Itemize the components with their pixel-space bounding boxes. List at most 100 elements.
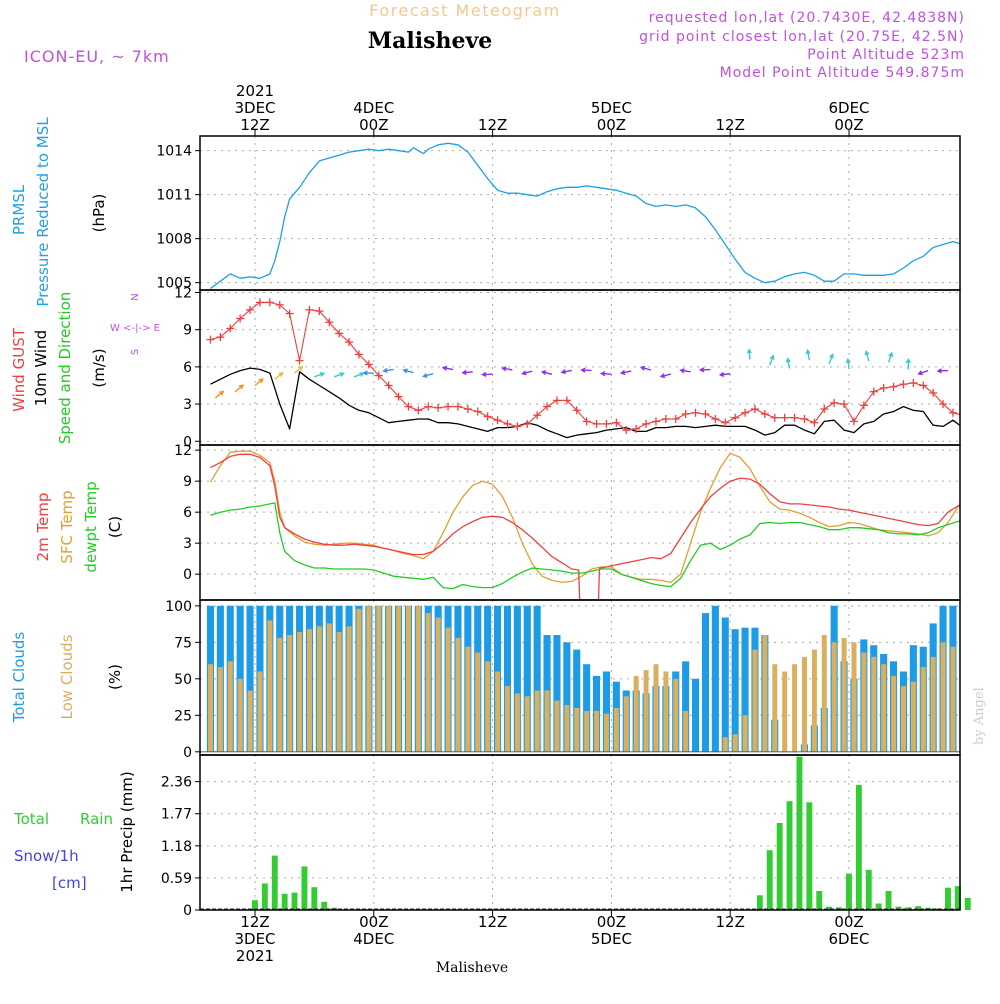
low-cloud-bar [644, 670, 649, 752]
dewpoint-line [210, 503, 977, 589]
y-tick-label: 25 [174, 708, 192, 724]
precip-snow-unit: [cm] [52, 874, 87, 892]
time-label-top: 6DEC [828, 99, 869, 117]
precip-bar [846, 874, 852, 910]
low-cloud-bar [634, 676, 639, 752]
precip-bar [797, 757, 803, 910]
low-cloud-bar [584, 711, 589, 752]
temp-unit: (C) [106, 516, 124, 538]
y-tick-label: 1011 [156, 188, 192, 204]
time-label-bottom: 12Z [478, 913, 507, 931]
compass-west-east: W <-|-> E [110, 323, 160, 334]
panel-frame-wind [200, 290, 960, 445]
y-tick-label: 1.18 [161, 839, 192, 855]
low-cloud-bar [465, 647, 470, 752]
low-cloud-bar [654, 664, 659, 752]
temp-2m-label: 2m Temp [34, 493, 52, 562]
pressure-unit: (hPa) [90, 194, 108, 233]
time-label-top: 3DEC [234, 99, 275, 117]
y-tick-label: 75 [174, 635, 192, 651]
low-cloud-bar [891, 676, 896, 752]
low-cloud-bar [376, 606, 381, 752]
low-cloud-bar [218, 667, 223, 752]
time-label-top: 12Z [716, 116, 745, 134]
time-label-top: 00Z [834, 116, 863, 134]
low-cloud-bar [505, 686, 510, 752]
y-tick-label: 50 [174, 672, 192, 688]
low-cloud-bar [832, 642, 837, 752]
low-cloud-bar [297, 632, 302, 752]
precip-bar [302, 867, 308, 911]
low-cloud-bar [931, 657, 936, 752]
low-cloud-bar [683, 711, 688, 752]
y-tick-label: 0 [183, 567, 192, 583]
wind-unit: (m/s) [90, 348, 108, 387]
y-tick-label: 100 [165, 599, 192, 615]
low-cloud-bar [267, 620, 272, 751]
y-tick-label: 1014 [156, 144, 192, 160]
precip-bar [262, 883, 268, 910]
low-cloud-bar [723, 737, 728, 752]
low-cloud-bar [347, 626, 352, 752]
low-cloud-bar [545, 691, 550, 752]
precip-bar [272, 856, 278, 910]
y-tick-label: 0 [183, 745, 192, 761]
total-cloud-bar [712, 606, 719, 752]
low-cloud-bar [812, 650, 817, 752]
low-cloud-bar [733, 734, 738, 752]
time-label-bottom: 00Z [597, 913, 626, 931]
gridpoint-coords: grid point closest lon,lat (20.75E, 42.5… [639, 29, 965, 45]
time-label-bottom: 6DEC [828, 930, 869, 948]
low-cloud-bar [337, 632, 342, 752]
precip-bar [866, 870, 872, 910]
pressure-label-msl: Pressure Reduced to MSL [34, 117, 52, 307]
low-cloud-bar [663, 672, 668, 752]
time-label-top: 2021 [236, 82, 274, 100]
wind-10m-label: 10m Wind [32, 330, 50, 406]
precip-bar [757, 895, 763, 910]
credit: by Angel [972, 687, 987, 745]
low-cloud-bar [416, 606, 421, 752]
y-tick-label: 6 [183, 505, 192, 521]
precip-bar [806, 802, 812, 910]
y-tick-label: 9 [183, 323, 192, 339]
low-cloud-bar [396, 606, 401, 752]
time-label-bottom: 12Z [240, 913, 269, 931]
point-altitude: Point Altitude 523m [807, 47, 965, 63]
low-cloud-bar [366, 606, 371, 752]
time-label-top: 00Z [597, 116, 626, 134]
y-tick-label: 1.77 [161, 807, 192, 823]
low-cloud-bar [772, 664, 777, 752]
y-tick-label: 12 [174, 443, 192, 459]
low-cloud-bar [951, 647, 956, 752]
low-cloud-bar [604, 714, 609, 752]
low-cloud-bar [574, 708, 579, 752]
footer-location: Malisheve [436, 960, 508, 976]
total-clouds-label: Total Clouds [10, 632, 28, 724]
time-label-top: 00Z [359, 116, 388, 134]
low-cloud-bar [782, 672, 787, 752]
precip-axis-label: 1hr Precip (mm) [118, 771, 136, 892]
temp-2m-line [210, 454, 977, 600]
low-cloud-bar [762, 635, 767, 752]
low-cloud-bar [307, 629, 312, 752]
sfc-temp-line [210, 451, 977, 582]
low-cloud-bar [535, 691, 540, 752]
low-cloud-bar [525, 696, 530, 752]
precip-bar [945, 888, 951, 910]
low-cloud-bar [357, 609, 362, 752]
low-cloud-bar [564, 705, 569, 752]
low-cloud-bar [871, 657, 876, 752]
low-cloud-bar [327, 623, 332, 751]
total-cloud-bar [692, 679, 699, 752]
low-cloud-bar [485, 661, 490, 752]
time-label-top: 4DEC [353, 99, 394, 117]
y-tick-label: 3 [183, 397, 192, 413]
requested-coords: requested lon,lat (20.7430E, 42.4838N) [649, 10, 965, 26]
low-cloud-bar [822, 635, 827, 752]
low-cloud-bar [317, 626, 322, 752]
chart-title: Forecast Meteogram [369, 1, 560, 20]
low-cloud-bar [277, 638, 282, 752]
